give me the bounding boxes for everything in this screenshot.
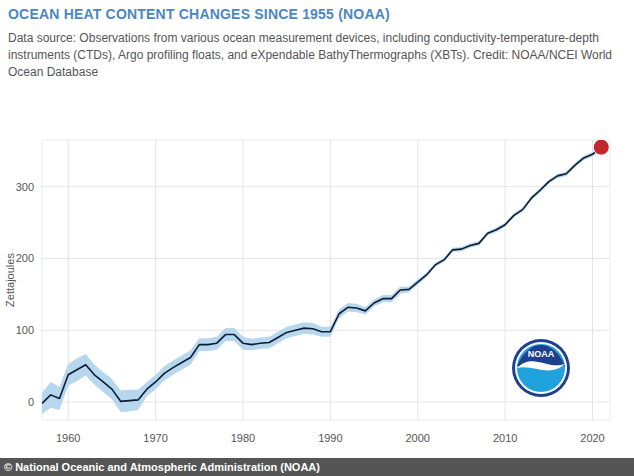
x-grid <box>592 140 593 420</box>
y-axis-label: Zettajoules <box>4 253 16 307</box>
subtitle: Data source: Observations from various o… <box>8 30 618 81</box>
x-grid <box>242 140 243 420</box>
logo: NOAA <box>512 339 570 397</box>
x-tick-label: 1970 <box>143 432 167 444</box>
y-grid <box>42 186 610 187</box>
y-tick-label: 100 <box>16 324 34 336</box>
latest-point <box>593 140 609 155</box>
line <box>42 147 601 403</box>
plot-frame <box>42 140 610 420</box>
x-tick-label: 1960 <box>56 432 80 444</box>
y-tick-label: 0 <box>28 396 34 408</box>
x-tick-label: 2020 <box>580 432 604 444</box>
chart: 0 100 200 300 1960 1970 1980 1990 2000 2010 2020 Ze… <box>0 0 634 476</box>
title: OCEAN HEAT CONTENT CHANGES SINCE 1955 (N… <box>8 6 618 22</box>
y-grid <box>42 258 610 259</box>
logo-text: NOAA <box>528 349 555 359</box>
credit: © National Oceanic and Atmospheric Admin… <box>0 458 634 476</box>
logo-ring <box>512 339 570 397</box>
logo-inner <box>515 342 567 394</box>
header: OCEAN HEAT CONTENT CHANGES SINCE 1955 (N… <box>8 6 618 81</box>
y-tick-label: 200 <box>16 252 34 264</box>
x-grid <box>505 140 506 420</box>
plot-data <box>42 140 609 414</box>
y-tick-label: 300 <box>16 181 34 193</box>
x-tick-label: 2010 <box>493 432 517 444</box>
logo-gull <box>517 361 565 370</box>
x-tick-label: 1980 <box>231 432 255 444</box>
uncertainty-band <box>42 145 601 414</box>
x-grid <box>330 140 331 420</box>
x-tick-label: 1990 <box>318 432 342 444</box>
x-tick-label: 2000 <box>406 432 430 444</box>
logo-disc <box>517 344 565 392</box>
